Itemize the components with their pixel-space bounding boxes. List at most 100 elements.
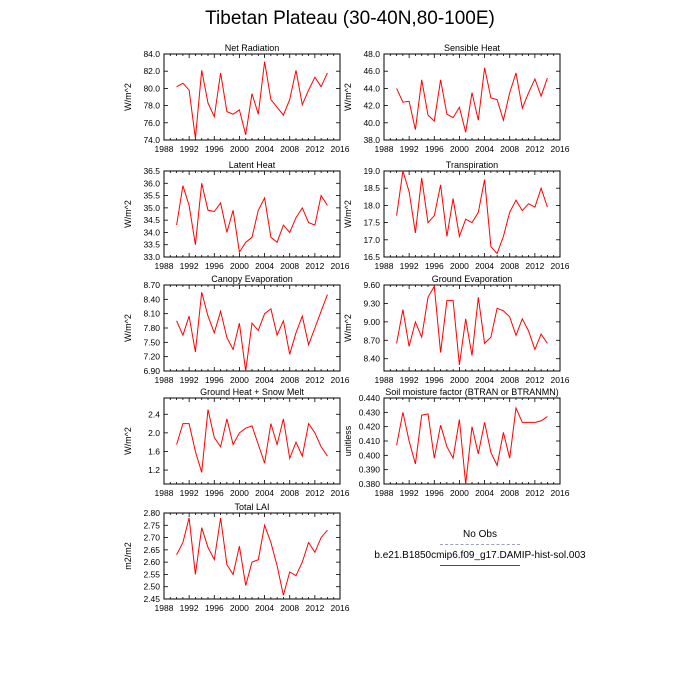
x-tick-label: 1988 <box>155 488 174 498</box>
y-axis-label: W/m^2 <box>123 314 133 342</box>
legend-obs-label: No Obs <box>463 529 497 540</box>
x-tick-label: 1996 <box>205 375 224 385</box>
y-tick-label: 2.65 <box>143 545 160 555</box>
y-tick-label: 82.0 <box>143 66 160 76</box>
x-tick-label: 2004 <box>255 144 274 154</box>
x-tick-label: 1992 <box>180 603 199 613</box>
x-tick-label: 1992 <box>180 375 199 385</box>
x-tick-label: 2012 <box>525 261 544 271</box>
chart-title: Transpiration <box>446 160 498 170</box>
y-tick-label: 2.45 <box>143 594 160 604</box>
chart-3: Latent Heat W/m^2 1988 1992 1996 2000 2004 2008… <box>123 160 350 271</box>
chart-title: Ground Heat + Snow Melt <box>200 387 304 397</box>
plot-frame <box>383 170 561 258</box>
x-tick-label: 1996 <box>205 603 224 613</box>
y-tick-label: 2.80 <box>143 508 160 518</box>
y-tick-label: 7.50 <box>143 337 160 347</box>
y-tick-label: 0.420 <box>359 422 381 432</box>
x-tick-label: 2000 <box>230 488 249 498</box>
series-line <box>176 292 328 372</box>
chart-7: Ground Heat + Snow Melt W/m^2 1988 1992 1996… <box>123 387 350 498</box>
legend-model-label: b.e21.B1850cmip6.f09_g17.DAMIP-hist-sol.… <box>374 550 586 561</box>
y-tick-label: 1.6 <box>148 446 160 456</box>
x-tick-label: 2004 <box>255 375 274 385</box>
y-axis-label: W/m^2 <box>343 314 353 342</box>
plot-frame <box>383 284 561 372</box>
y-tick-label: 19.0 <box>363 166 380 176</box>
x-tick-label: 2016 <box>551 261 570 271</box>
x-tick-label: 2016 <box>331 603 350 613</box>
x-tick-label: 2000 <box>450 144 469 154</box>
y-tick-label: 34.0 <box>143 227 160 237</box>
y-tick-label: 8.70 <box>363 335 380 345</box>
x-tick-label: 2016 <box>551 375 570 385</box>
chart-title: Latent Heat <box>229 160 276 170</box>
x-tick-label: 1988 <box>375 375 394 385</box>
chart-title: Net Radiation <box>225 43 280 53</box>
y-tick-label: 6.90 <box>143 366 160 376</box>
x-tick-label: 2008 <box>280 144 299 154</box>
x-tick-label: 2016 <box>331 144 350 154</box>
x-tick-label: 2008 <box>500 488 519 498</box>
legend-model-line <box>440 565 520 566</box>
x-tick-label: 2000 <box>230 261 249 271</box>
y-tick-label: 18.0 <box>363 200 380 210</box>
x-tick-label: 2012 <box>525 375 544 385</box>
y-axis-label: W/m^2 <box>343 200 353 228</box>
y-tick-label: 36.5 <box>143 166 160 176</box>
y-tick-label: 7.20 <box>143 352 160 362</box>
x-tick-label: 2004 <box>255 488 274 498</box>
x-tick-label: 1996 <box>205 488 224 498</box>
y-tick-label: 84.0 <box>143 49 160 59</box>
chart-title: Sensible Heat <box>444 43 501 53</box>
x-tick-label: 2016 <box>551 488 570 498</box>
x-tick-label: 2000 <box>450 488 469 498</box>
plot-frame <box>163 284 341 372</box>
y-tick-label: 80.0 <box>143 83 160 93</box>
plot-frame <box>383 53 561 141</box>
x-tick-label: 1988 <box>375 144 394 154</box>
y-tick-label: 0.380 <box>359 479 381 489</box>
y-tick-label: 35.5 <box>143 191 160 201</box>
y-tick-label: 18.5 <box>363 183 380 193</box>
y-tick-label: 33.0 <box>143 252 160 262</box>
y-axis-label: unitless <box>343 425 353 456</box>
y-tick-label: 2.75 <box>143 520 160 530</box>
legend-obs-line <box>440 544 520 545</box>
chart-5: Canopy Evaporation W/m^2 1988 1992 1996 2000 2… <box>123 274 350 385</box>
y-tick-label: 17.0 <box>363 235 380 245</box>
y-tick-label: 8.70 <box>143 280 160 290</box>
x-tick-label: 1996 <box>205 144 224 154</box>
x-tick-label: 1996 <box>205 261 224 271</box>
y-tick-label: 34.5 <box>143 215 160 225</box>
x-tick-label: 2000 <box>450 261 469 271</box>
x-tick-label: 1992 <box>400 488 419 498</box>
x-tick-label: 2008 <box>500 144 519 154</box>
y-tick-label: 42.0 <box>363 101 380 111</box>
y-tick-label: 9.30 <box>363 298 380 308</box>
y-axis-label: W/m^2 <box>123 200 133 228</box>
x-tick-label: 1988 <box>375 261 394 271</box>
x-tick-label: 1988 <box>155 375 174 385</box>
x-tick-label: 1996 <box>425 375 444 385</box>
y-tick-label: 44.0 <box>363 83 380 93</box>
chart-2: Sensible Heat W/m^2 1988 1992 1996 2000 2004 20… <box>343 43 570 154</box>
x-tick-label: 1988 <box>375 488 394 498</box>
x-tick-label: 2012 <box>305 261 324 271</box>
y-tick-label: 48.0 <box>363 49 380 59</box>
x-tick-label: 2004 <box>475 488 494 498</box>
x-tick-label: 1996 <box>425 144 444 154</box>
y-tick-label: 7.80 <box>143 323 160 333</box>
plot-frame <box>163 397 341 485</box>
x-tick-label: 2008 <box>500 261 519 271</box>
x-tick-label: 2004 <box>475 375 494 385</box>
x-tick-label: 2012 <box>525 144 544 154</box>
series-line <box>176 517 328 596</box>
series-line <box>176 183 328 254</box>
y-tick-label: 9.00 <box>363 317 380 327</box>
x-tick-label: 2004 <box>255 261 274 271</box>
x-tick-label: 2012 <box>305 144 324 154</box>
plot-frame <box>383 397 561 485</box>
y-tick-label: 46.0 <box>363 66 380 76</box>
